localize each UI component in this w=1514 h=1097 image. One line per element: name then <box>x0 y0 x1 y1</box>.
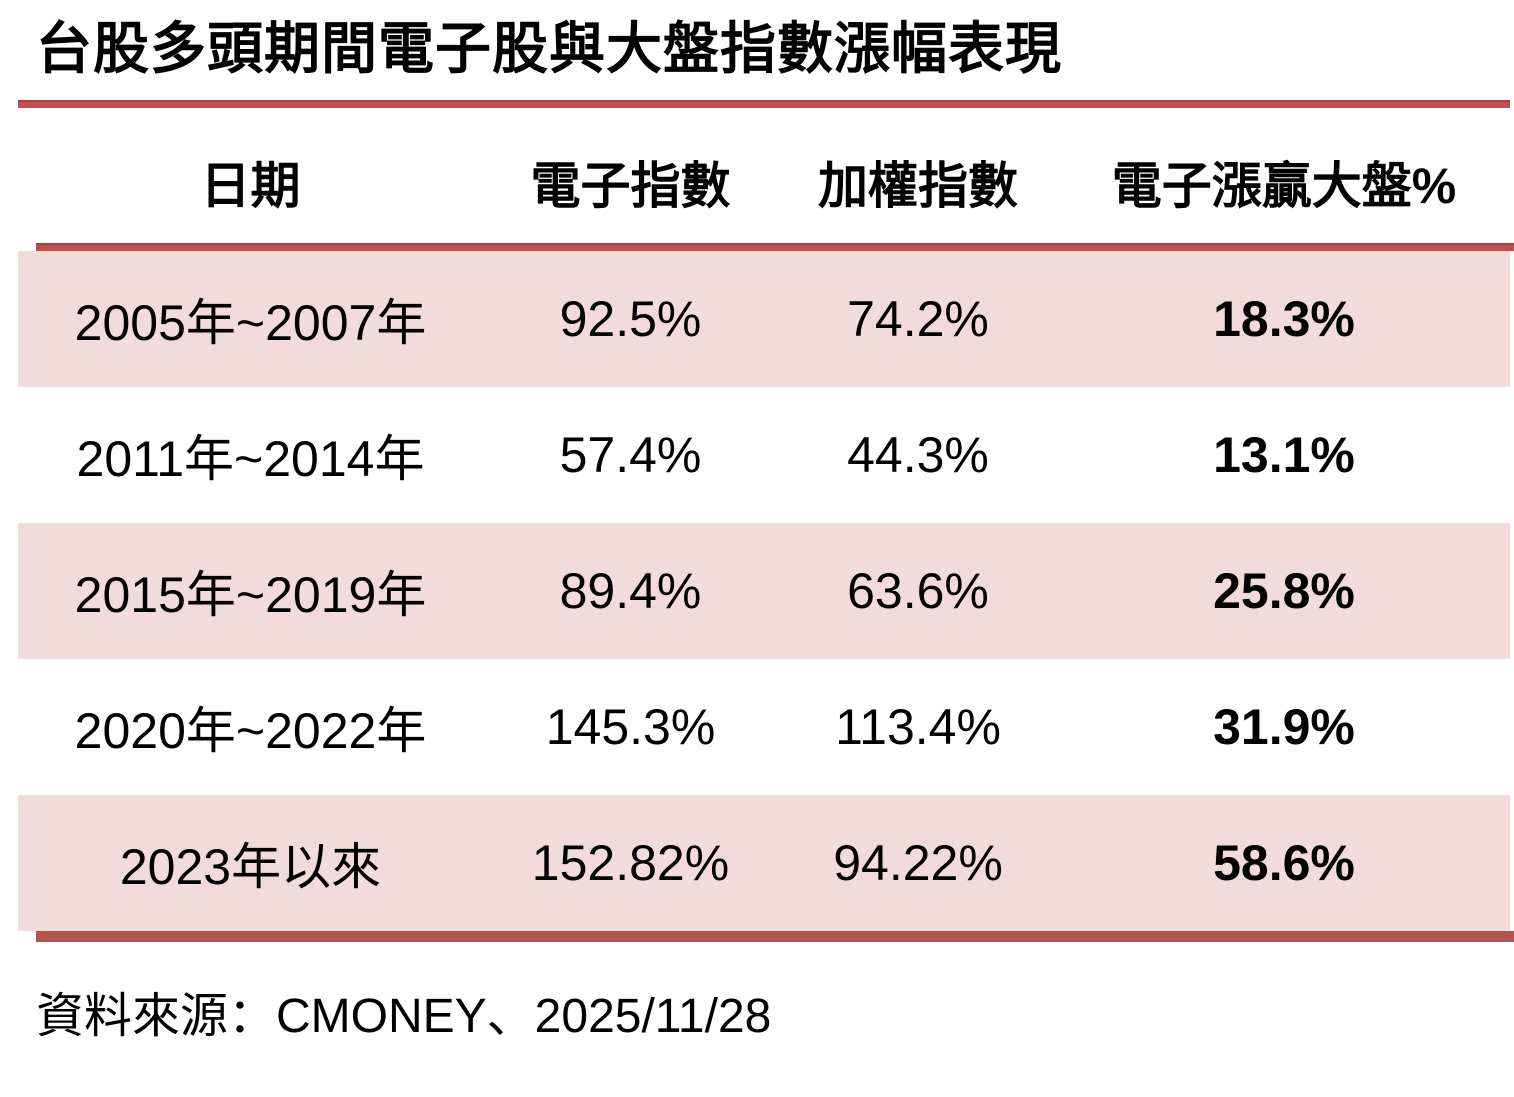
table-row: 2005年~2007年 92.5% 74.2% 18.3% <box>18 250 1510 387</box>
table-row: 2011年~2014年 57.4% 44.3% 13.1% <box>18 387 1510 523</box>
table-row: 2023年以來 152.82% 94.22% 58.6% <box>18 794 1510 931</box>
table-row: 2015年~2019年 89.4% 63.6% 25.8% <box>18 522 1510 659</box>
page: 台股多頭期間電子股與大盤指數漲幅表現 日期 電子指數 加權指數 電子漲贏大盤% … <box>0 18 1514 1097</box>
source-note: 資料來源：CMONEY、2025/11/28 <box>36 989 772 1043</box>
cell-electronics-index: 92.5% <box>559 290 702 347</box>
table-bottom-rule <box>36 930 1514 942</box>
cell-date: 2005年~2007年 <box>74 294 427 351</box>
title-underline <box>18 99 1510 108</box>
cell-date: 2015年~2019年 <box>74 566 427 623</box>
cell-outperform-pct: 25.8% <box>1213 562 1355 619</box>
header-underline <box>36 242 1514 251</box>
cell-weighted-index: 113.4% <box>835 698 1001 755</box>
cell-outperform-pct: 31.9% <box>1213 698 1355 755</box>
cell-weighted-index: 63.6% <box>847 562 989 619</box>
page-title: 台股多頭期間電子股與大盤指數漲幅表現 <box>36 17 1062 80</box>
col-header-outperform-pct: 電子漲贏大盤% <box>1111 158 1457 215</box>
cell-electronics-index: 57.4% <box>559 426 702 483</box>
cell-outperform-pct: 58.6% <box>1213 834 1355 891</box>
cell-electronics-index: 89.4% <box>559 562 702 619</box>
cell-date: 2023年以來 <box>119 838 382 895</box>
cell-outperform-pct: 13.1% <box>1213 426 1355 483</box>
table-row: 2020年~2022年 145.3% 113.4% 31.9% <box>18 659 1510 795</box>
cell-date: 2020年~2022年 <box>74 702 427 759</box>
table-header-row: 日期 電子指數 加權指數 電子漲贏大盤% <box>18 108 1510 243</box>
cell-outperform-pct: 18.3% <box>1213 290 1355 347</box>
data-table: 日期 電子指數 加權指數 電子漲贏大盤% 2005年~2007年 92.5% 7… <box>18 108 1514 942</box>
col-header-weighted-index: 加權指數 <box>818 158 1018 215</box>
cell-electronics-index: 152.82% <box>531 834 730 891</box>
cell-weighted-index: 74.2% <box>847 290 989 347</box>
col-header-date: 日期 <box>200 158 301 215</box>
cell-date: 2011年~2014年 <box>76 430 425 487</box>
cell-electronics-index: 145.3% <box>545 698 716 755</box>
cell-weighted-index: 44.3% <box>847 426 989 483</box>
col-header-electronics-index: 電子指數 <box>530 158 731 215</box>
cell-weighted-index: 94.22% <box>833 834 1003 891</box>
